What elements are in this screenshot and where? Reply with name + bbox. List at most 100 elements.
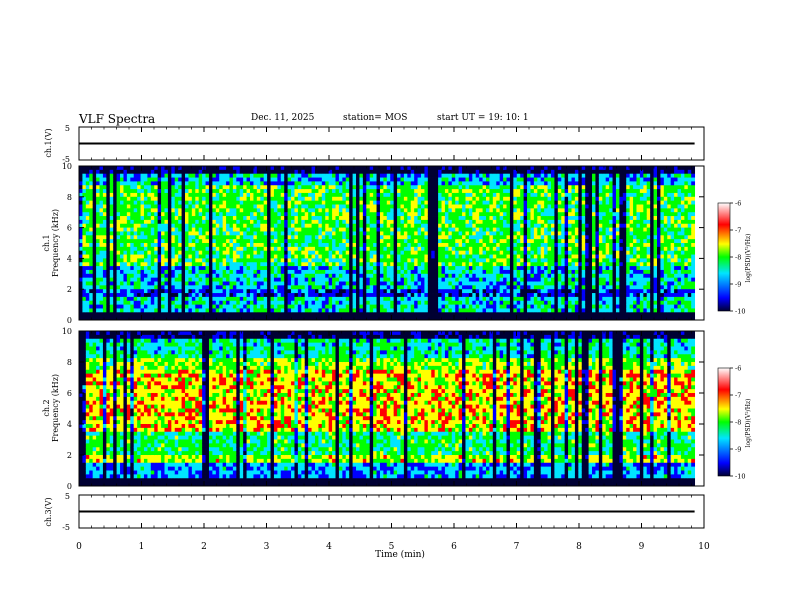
spectrogram-cell <box>185 219 189 225</box>
spectrogram-cell <box>393 269 398 275</box>
spectrogram-cell <box>99 196 104 202</box>
spectrogram-cell <box>414 243 418 248</box>
spectrogram-cell <box>137 235 141 240</box>
spectrogram-cell <box>472 289 477 294</box>
spectrogram-cell <box>178 258 182 263</box>
spectrogram-cell <box>79 223 83 228</box>
spectrogram-cell <box>308 200 312 205</box>
spectrogram-cell <box>267 239 271 244</box>
spectrogram-cell <box>373 308 377 313</box>
spectrogram-cell <box>212 300 217 305</box>
spectrogram-cell <box>246 308 251 313</box>
spectrogram-cell <box>116 200 121 205</box>
spectrogram-cell <box>273 208 278 213</box>
spectrogram-cell <box>212 262 217 267</box>
spectrogram-cell <box>161 223 165 228</box>
spectrogram-cell <box>154 289 159 294</box>
spectrogram-cell <box>99 181 104 186</box>
spectrogram-cell <box>325 308 330 313</box>
spectrogram-cell <box>236 185 241 190</box>
spectrogram-cell <box>410 223 415 228</box>
spectrogram-cell <box>352 192 357 198</box>
spectrogram-cell <box>486 231 490 236</box>
spectrogram-cell <box>304 300 309 305</box>
spectrogram-cell <box>198 316 203 321</box>
spectrogram-cell <box>185 204 189 209</box>
spectrogram-cell <box>267 189 271 194</box>
spectrogram-cell <box>314 235 319 240</box>
spectrogram-cell <box>188 289 193 294</box>
spectrogram-cell <box>465 216 470 221</box>
spectrogram-cell <box>335 254 340 259</box>
spectrogram-cell <box>496 296 501 302</box>
spectrogram-cell <box>137 243 141 248</box>
spectrogram-cell <box>260 204 265 209</box>
spectrogram-cell <box>222 266 227 271</box>
spectrogram-cell <box>376 281 381 286</box>
spectrogram-cell <box>137 196 141 202</box>
spectrogram-cell <box>304 235 309 240</box>
spectrogram-cell <box>130 273 135 279</box>
spectrogram-cell <box>250 200 254 205</box>
spectrogram-cell <box>226 204 230 209</box>
spectrogram-cell <box>308 219 312 225</box>
spectrogram-cell <box>390 181 395 186</box>
spectrogram-cell <box>492 277 497 282</box>
spectrogram-cell <box>451 216 456 221</box>
spectrogram-cell <box>458 219 463 225</box>
spectrogram-cell <box>503 219 507 225</box>
spectrogram-cell <box>301 216 306 221</box>
spectrogram-cell <box>263 296 268 302</box>
spectrogram-cell <box>215 250 220 255</box>
spectrogram-cell <box>219 169 224 175</box>
spectrogram-cell <box>99 266 104 271</box>
spectrogram-cell <box>431 296 436 302</box>
spectrogram-cell <box>421 227 425 232</box>
spectrogram-cell <box>284 212 289 217</box>
spectrogram-cell <box>489 204 494 209</box>
spectrogram-cell <box>205 285 210 290</box>
spectrogram-cell <box>366 196 371 202</box>
spectrogram-cell <box>198 216 203 221</box>
spectrogram-cell <box>349 254 354 259</box>
spectrogram-cell <box>482 281 487 286</box>
spectrogram-cell <box>479 196 483 202</box>
spectrogram-cell <box>468 223 473 228</box>
spectrogram-cell <box>465 266 470 271</box>
spectrogram-cell <box>291 266 295 271</box>
spectrogram-cell <box>376 173 381 178</box>
spectrogram-cell <box>297 231 302 236</box>
spectrogram-cell <box>263 277 268 282</box>
spectrogram-cell <box>232 273 237 279</box>
spectrogram-cell <box>434 212 439 217</box>
spectrogram-cell <box>345 235 350 240</box>
spectrogram-cell <box>366 208 371 213</box>
spectrogram-cell <box>462 293 466 298</box>
spectrogram-cell <box>130 312 135 317</box>
spectrogram-cell <box>161 269 165 275</box>
spectrogram-cell <box>342 293 347 298</box>
spectrogram-cell <box>102 212 107 217</box>
spectrogram-cell <box>178 216 182 221</box>
spectrogram-cell <box>479 289 483 294</box>
spectrogram-cell <box>376 212 381 217</box>
spectrogram-cell <box>260 177 265 182</box>
spectrogram-cell <box>185 216 189 221</box>
spectrogram-cell <box>489 196 494 202</box>
spectrogram-cell <box>236 289 241 294</box>
spectrogram-cell <box>79 212 83 217</box>
spectrogram-cell <box>284 185 289 190</box>
spectrogram-cell <box>314 243 319 248</box>
spectrogram-cell <box>130 212 135 217</box>
spectrogram-cell <box>253 296 258 302</box>
spectrogram-cell <box>236 250 241 255</box>
spectrogram-cell <box>314 266 319 271</box>
spectrogram-cell <box>270 250 275 255</box>
spectrogram-cell <box>157 231 162 236</box>
spectrogram-cell <box>321 173 326 178</box>
spectrogram-cell <box>250 204 254 209</box>
spectrogram-cell <box>455 262 460 267</box>
spectrogram-cell <box>438 316 442 321</box>
spectrogram-cell <box>444 169 449 175</box>
spectrogram-cell <box>332 231 336 236</box>
